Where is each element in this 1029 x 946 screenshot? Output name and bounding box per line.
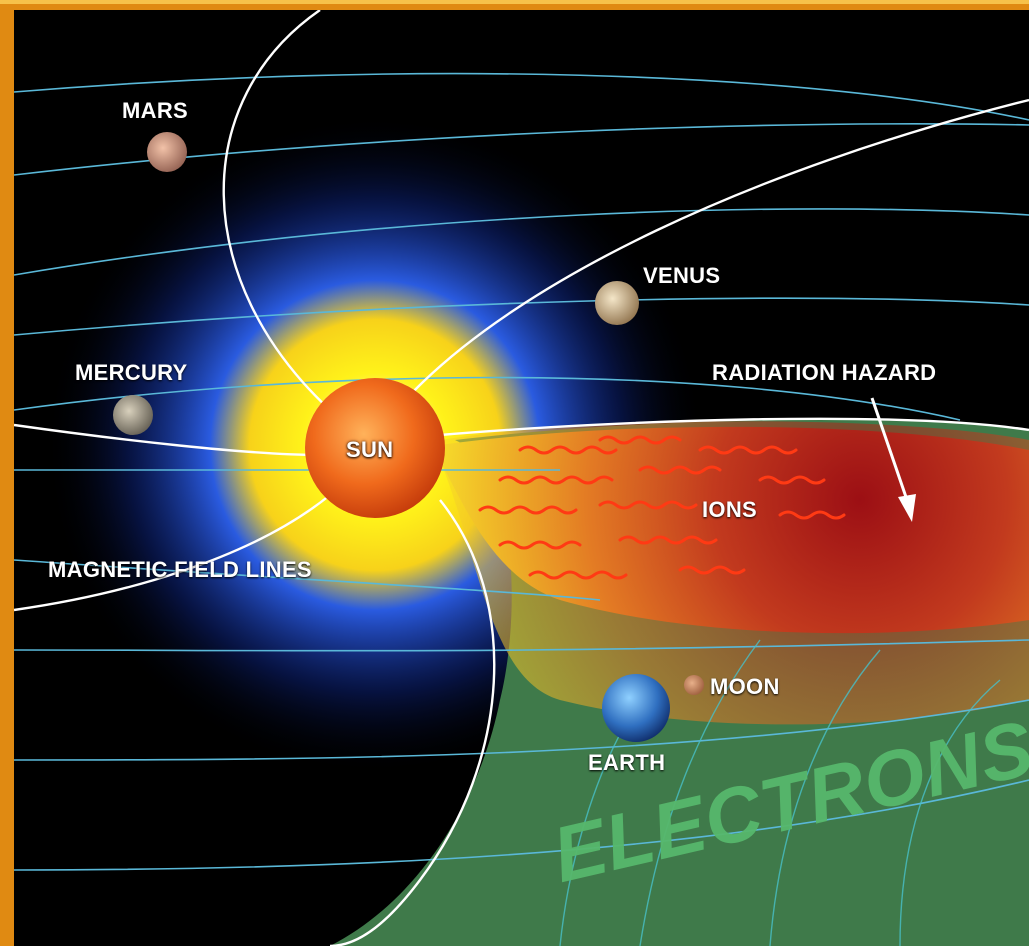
label-ions: IONS <box>702 497 757 522</box>
mercury <box>113 395 153 435</box>
label-mars: MARS <box>122 98 188 123</box>
label-moon: MOON <box>710 674 780 699</box>
label-sun: SUN <box>346 437 394 462</box>
magnetic-field-lines <box>14 10 1029 946</box>
venus <box>595 281 639 325</box>
radiation-hazard-arrow <box>870 397 916 522</box>
ion-streams <box>478 435 846 580</box>
mars <box>147 132 187 172</box>
earth <box>602 674 670 742</box>
label-earth: EARTH <box>588 750 666 775</box>
label-magnetic-field-lines: MAGNETIC FIELD LINES <box>48 557 312 582</box>
sun <box>305 378 445 518</box>
label-mercury: MERCURY <box>75 360 188 385</box>
label-venus: VENUS <box>643 263 721 288</box>
moon <box>684 675 704 695</box>
label-radiation-hazard: RADIATION HAZARD <box>712 360 937 385</box>
radiation-hazard-region <box>440 426 1029 634</box>
